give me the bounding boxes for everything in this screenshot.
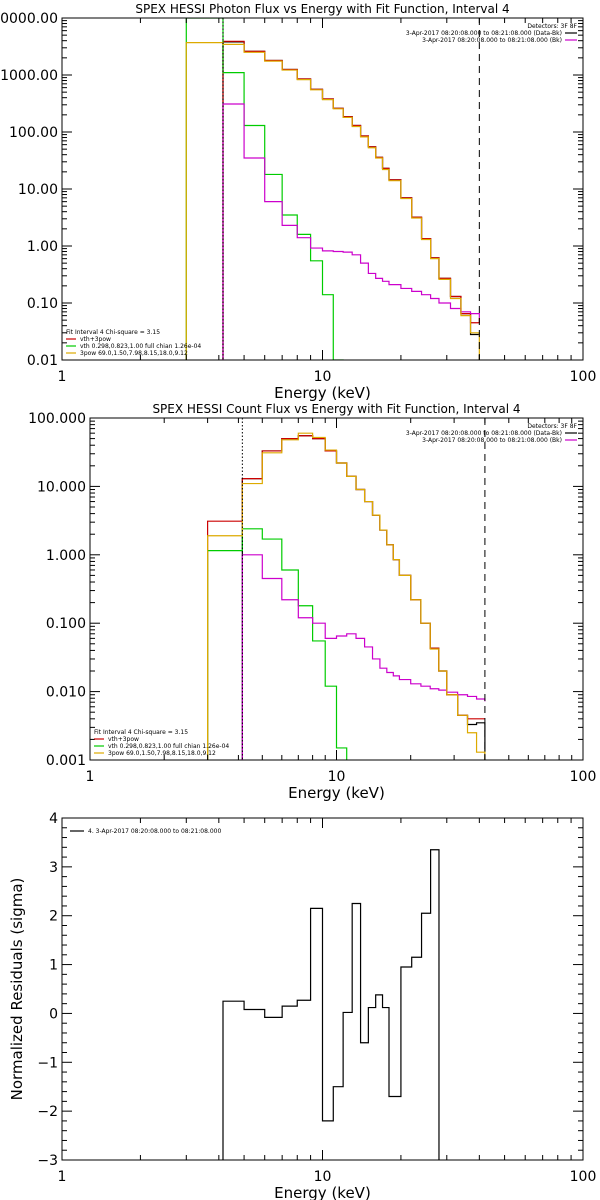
y-tick-label: 0.100: [46, 616, 86, 632]
x-tick-label: 10: [328, 769, 346, 785]
series-line-1: [207, 435, 485, 760]
series-line-0: [222, 849, 440, 1160]
y-tick-label: 0.10: [27, 296, 58, 312]
x-axis-label: Energy (keV): [274, 1184, 371, 1200]
x-tick-label: 1: [58, 369, 67, 385]
series-line-4: [185, 42, 480, 360]
legend-header: Detectors: 3F 8F: [527, 423, 577, 430]
y-tick-label: 0.001: [46, 753, 86, 769]
series-line-3: [222, 103, 480, 360]
x-axis-label: Energy (keV): [288, 784, 385, 802]
chart-title: SPEX HESSI Count Flux vs Energy with Fit…: [152, 402, 520, 416]
x-tick-label: 100: [570, 369, 597, 385]
legend-entry: 3-Apr-2017 08:20:08.000 to 08:21:08.000 …: [422, 37, 562, 44]
y-tick-label: 3: [49, 860, 58, 876]
x-tick-label: 1: [86, 769, 95, 785]
x-tick-label: 10: [314, 1169, 332, 1185]
legend-entry: 4. 3-Apr-2017 08:20:08.000 to 08:21:08.0…: [88, 828, 221, 835]
y-tick-label: 1000.00: [0, 68, 58, 84]
y-tick-label: 0.01: [27, 353, 58, 369]
x-tick-label: 10: [314, 369, 332, 385]
legend-header: Detectors: 3F 8F: [527, 23, 577, 30]
y-tick-label: 0: [49, 1006, 58, 1022]
y-tick-label: 10.00: [18, 182, 58, 198]
legend-entry: 3-Apr-2017 08:20:08.000 to 08:21:08.000 …: [406, 430, 562, 437]
fit-legend-entry: vth 0.298,0.823,1.00 full chian 1.26e-04: [80, 343, 201, 350]
series-line-1: [222, 40, 480, 360]
fit-legend-header: Fit Interval 4 Chi-square = 3.15: [66, 329, 160, 336]
fit-legend-entry: 3pow 69.0,1.50,7.98,8.15,18.0,9.12: [80, 350, 188, 357]
y-tick-label: 0.010: [46, 685, 86, 701]
y-tick-label: 4: [49, 811, 58, 827]
series-line-2: [185, 18, 344, 360]
x-axis-label: Energy (keV): [274, 384, 371, 402]
y-tick-label: 100.000: [28, 411, 86, 427]
fit-legend-entry: vth 0.298,0.823,1.00 full chian 1.26e-04: [108, 743, 229, 750]
y-tick-label: 1.000: [46, 548, 86, 564]
y-tick-label: 10.000: [37, 479, 86, 495]
fit-legend-entry: vth+3pow: [80, 336, 111, 343]
y-tick-label: 2: [49, 909, 58, 925]
fit-legend-entry: vth+3pow: [108, 736, 139, 743]
y-tick-label: 1.00: [27, 239, 58, 255]
y-tick-label: 100.00: [9, 125, 58, 141]
plot-frame: [61, 17, 584, 361]
x-tick-label: 1: [58, 1169, 67, 1185]
series-line-4: [207, 432, 486, 760]
series-line-3: [241, 554, 486, 760]
y-tick-label: −3: [37, 1153, 58, 1169]
x-tick-label: 100: [570, 1169, 597, 1185]
legend-entry: 3-Apr-2017 08:20:08.000 to 08:21:08.000 …: [406, 30, 562, 37]
chart-title: SPEX HESSI Photon Flux vs Energy with Fi…: [135, 2, 509, 16]
y-tick-label: −1: [37, 1055, 58, 1071]
y-axis-label: Normalized Residuals (sigma): [8, 878, 26, 1101]
fit-legend-header: Fit Interval 4 Chi-square = 3.15: [94, 729, 188, 736]
y-tick-label: 1: [49, 958, 58, 974]
legend-entry: 3-Apr-2017 08:20:08.000 to 08:21:08.000 …: [422, 437, 562, 444]
series-line-2: [207, 528, 348, 760]
fit-legend-entry: 3pow 69.0,1.50,7.98,8.15,18.0,9.12: [108, 750, 216, 757]
y-tick-label: −2: [37, 1104, 58, 1120]
series-line-0: [222, 41, 480, 360]
x-tick-label: 100: [570, 769, 597, 785]
series-line-0: [241, 435, 486, 760]
